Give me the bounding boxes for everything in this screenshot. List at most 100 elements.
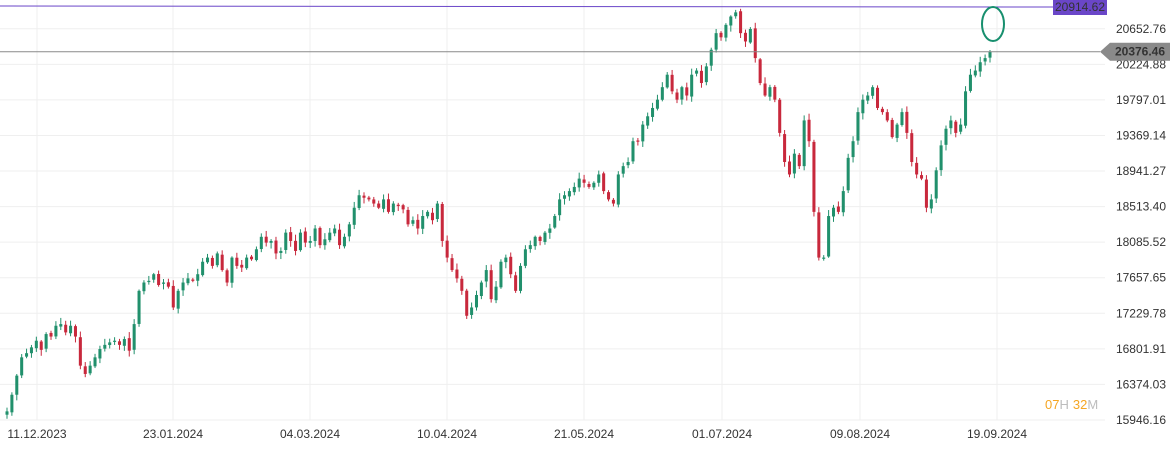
candle-body	[807, 119, 811, 142]
candle-body	[323, 239, 327, 246]
candle	[259, 233, 263, 253]
candle	[411, 216, 415, 227]
candle	[328, 228, 332, 243]
candle-body	[543, 232, 547, 242]
candle	[685, 82, 689, 101]
candle	[49, 330, 53, 340]
candle-body	[890, 119, 894, 138]
candle	[29, 344, 33, 358]
candle	[430, 207, 434, 225]
candle	[367, 195, 371, 202]
price-tick-label: 20224.88	[1116, 57, 1166, 71]
candle-body	[621, 166, 625, 174]
candle	[827, 210, 831, 258]
candle-body	[597, 174, 601, 183]
candle	[763, 77, 767, 97]
date-tick-label: 01.07.2024	[692, 427, 752, 441]
candle	[748, 27, 752, 44]
candle	[470, 302, 474, 319]
candle	[758, 57, 762, 86]
candle	[934, 167, 938, 204]
candle-body	[538, 236, 542, 241]
candle-body	[122, 339, 126, 346]
candle-body	[572, 186, 576, 193]
candle	[93, 353, 97, 369]
candle	[597, 170, 601, 187]
candle	[983, 54, 987, 66]
price-tick-label: 16801.91	[1116, 342, 1166, 356]
candle-body	[558, 199, 562, 216]
candle-body	[328, 232, 332, 241]
candles	[5, 8, 992, 419]
candle-body	[758, 59, 762, 84]
candle	[264, 230, 268, 247]
candle	[856, 107, 860, 145]
candle-body	[802, 120, 806, 167]
high-price-label: 20914.62	[1055, 0, 1105, 14]
candle-body	[465, 290, 469, 316]
candle	[220, 250, 224, 272]
price-tick-label: 19797.01	[1116, 93, 1166, 107]
candle-body	[787, 161, 792, 175]
candle-body	[127, 338, 131, 351]
price-tick-label: 16374.03	[1116, 377, 1166, 391]
candle-body	[880, 108, 884, 113]
candle	[489, 264, 493, 303]
candle-body	[460, 278, 464, 291]
candle-body	[29, 347, 33, 354]
candle-body	[44, 334, 48, 349]
candle-body	[73, 326, 77, 337]
candle	[215, 251, 219, 268]
candle-body	[660, 87, 664, 100]
candle	[831, 204, 836, 222]
candle-body	[748, 28, 752, 43]
price-tick-label: 17229.78	[1116, 306, 1166, 320]
candle	[127, 332, 131, 357]
candle	[954, 119, 958, 138]
candle	[944, 125, 948, 151]
candle	[225, 268, 229, 287]
timer-minutes: 32	[1073, 397, 1087, 412]
price-tick-label: 19369.14	[1116, 128, 1166, 142]
candle-body	[768, 87, 772, 97]
candle	[523, 245, 527, 269]
candle-body	[812, 141, 816, 212]
candle-body	[709, 49, 713, 66]
candle-body	[915, 162, 919, 175]
candle-body	[142, 282, 146, 292]
candle	[567, 188, 571, 201]
candle	[308, 235, 312, 249]
candle-body	[836, 206, 840, 212]
date-tick-label: 04.03.2024	[280, 427, 340, 441]
candle-body	[861, 99, 865, 114]
candle-body	[352, 207, 356, 225]
candle	[205, 253, 210, 264]
candle	[660, 82, 664, 102]
candle	[59, 317, 63, 331]
candle-body	[333, 228, 337, 234]
candle	[98, 345, 102, 364]
candle	[714, 28, 718, 53]
candle	[73, 324, 77, 343]
candle-body	[655, 99, 659, 109]
candle-body	[626, 161, 630, 166]
candle-body	[636, 140, 640, 142]
candle-body	[93, 357, 97, 367]
candle	[665, 72, 669, 89]
candle	[313, 225, 317, 247]
candle	[426, 210, 430, 219]
candle-timer: 07H 32M	[1045, 397, 1098, 412]
candle	[851, 136, 855, 163]
annotation-ellipse[interactable]	[981, 6, 1005, 42]
candle-body	[240, 264, 244, 268]
candle-body	[338, 229, 342, 246]
candle-body	[978, 62, 982, 72]
candle-body	[778, 99, 782, 133]
candle-body	[406, 209, 410, 225]
candle-body	[924, 179, 928, 208]
candle	[778, 98, 782, 137]
candle	[514, 271, 518, 293]
candle	[572, 182, 576, 196]
candle	[636, 137, 640, 146]
candle-body	[113, 340, 117, 342]
